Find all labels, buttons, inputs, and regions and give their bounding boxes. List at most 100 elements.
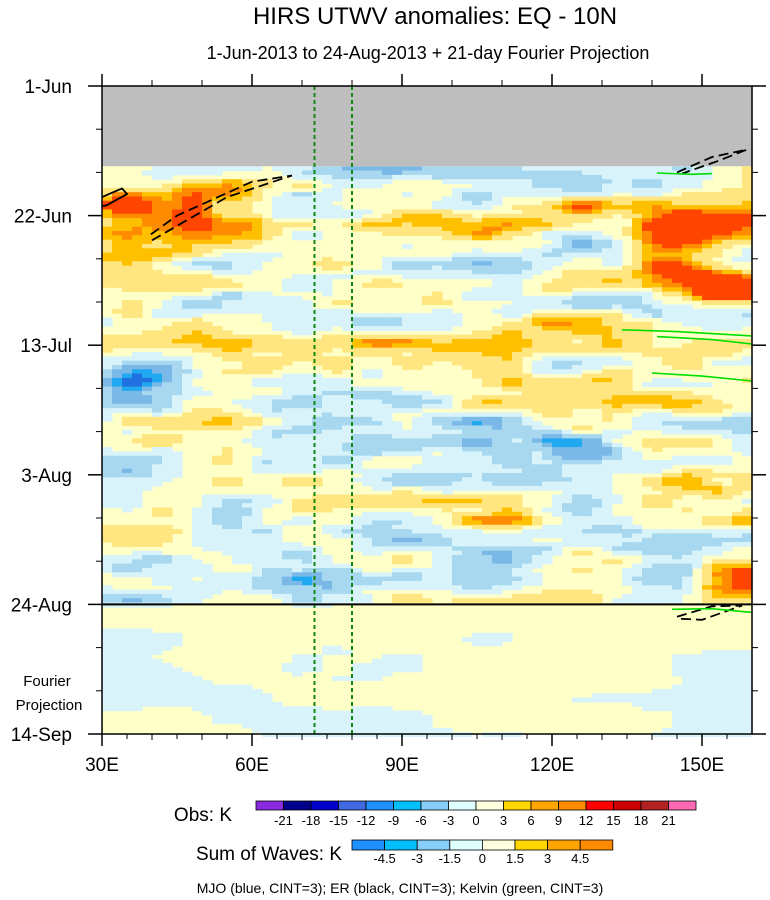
field-cell: [102, 248, 113, 254]
field-cell: [642, 585, 653, 591]
field-cell: [732, 559, 743, 565]
field-cell: [532, 442, 543, 448]
field-cell: [322, 187, 333, 193]
field-cell: [502, 403, 513, 409]
field-cell: [582, 395, 593, 401]
field-cell: [322, 494, 333, 500]
field-cell: [352, 546, 363, 552]
field-cell: [202, 701, 213, 707]
field-cell: [712, 343, 723, 349]
field-cell: [412, 425, 423, 431]
field-cell: [192, 187, 203, 193]
field-cell: [702, 593, 713, 599]
field-cell: [142, 464, 153, 470]
field-cell: [502, 261, 513, 267]
field-cell: [232, 261, 243, 267]
field-cell: [592, 269, 603, 275]
field-cell: [242, 494, 253, 500]
field-cell: [402, 481, 413, 487]
field-cell: [262, 364, 273, 370]
field-cell: [702, 226, 713, 232]
field-cell: [302, 308, 313, 314]
field-cell: [202, 295, 213, 301]
field-cell: [492, 416, 503, 422]
field-cell: [632, 183, 643, 189]
field-cell: [422, 209, 433, 215]
field-cell: [332, 364, 343, 370]
field-cell: [232, 218, 243, 223]
field-cell: [212, 196, 223, 202]
field-cell: [732, 477, 743, 483]
field-cell: [152, 663, 163, 668]
field-cell: [692, 265, 703, 271]
field-cell: [462, 555, 473, 560]
field-cell: [522, 516, 533, 522]
field-cell: [502, 563, 513, 569]
field-cell: [402, 503, 413, 509]
field-cell: [332, 174, 343, 180]
field-cell: [342, 421, 353, 427]
field-cell: [542, 339, 553, 344]
field-cell: [142, 334, 153, 340]
field-cell: [312, 403, 323, 409]
field-cell: [222, 187, 233, 193]
field-cell: [322, 196, 333, 202]
field-cell: [492, 580, 503, 586]
field-cell: [402, 231, 413, 236]
field-cell: [722, 403, 733, 409]
field-cell: [292, 308, 303, 314]
field-cell: [702, 261, 713, 267]
field-cell: [272, 231, 283, 236]
field-cell: [622, 308, 633, 314]
field-cell: [422, 546, 433, 552]
field-cell: [542, 170, 553, 176]
field-cell: [272, 572, 283, 578]
field-cell: [202, 563, 213, 569]
field-cell: [222, 209, 233, 215]
field-cell: [692, 226, 703, 232]
field-cell: [702, 490, 713, 496]
field-cell: [662, 187, 673, 193]
field-cell: [542, 192, 553, 198]
field-cell: [662, 274, 673, 280]
field-cell: [472, 459, 483, 465]
field-cell: [652, 481, 663, 487]
field-cell: [692, 654, 703, 660]
field-cell: [322, 503, 333, 509]
field-cell: [512, 399, 523, 405]
field-cell: [492, 516, 503, 522]
field-cell: [472, 183, 483, 189]
field-cell: [112, 343, 123, 349]
field-cell: [222, 252, 233, 258]
field-cell: [442, 572, 453, 578]
field-cell: [562, 494, 573, 500]
field-cell: [242, 507, 253, 513]
field-cell: [632, 468, 643, 474]
field-cell: [372, 667, 383, 673]
field-cell: [442, 477, 453, 483]
field-cell: [202, 421, 213, 427]
field-cell: [132, 356, 143, 362]
field-cell: [632, 537, 643, 543]
field-cell: [442, 503, 453, 509]
field-cell: [412, 222, 423, 228]
field-cell: [312, 274, 323, 280]
field-cell: [222, 533, 233, 539]
field-cell: [262, 369, 273, 375]
field-cell: [642, 291, 653, 297]
field-cell: [542, 200, 553, 206]
field-cell: [492, 520, 503, 526]
field-cell: [582, 218, 593, 223]
field-cell: [462, 434, 473, 439]
field-cell: [142, 213, 153, 219]
field-cell: [362, 416, 373, 422]
field-cell: [382, 395, 393, 401]
field-cell: [142, 364, 153, 370]
field-cell: [352, 321, 363, 327]
field-cell: [212, 231, 223, 236]
field-cell: [272, 555, 283, 560]
field-cell: [412, 351, 423, 357]
field-cell: [182, 684, 193, 690]
field-cell: [422, 300, 433, 306]
field-cell: [692, 174, 703, 180]
